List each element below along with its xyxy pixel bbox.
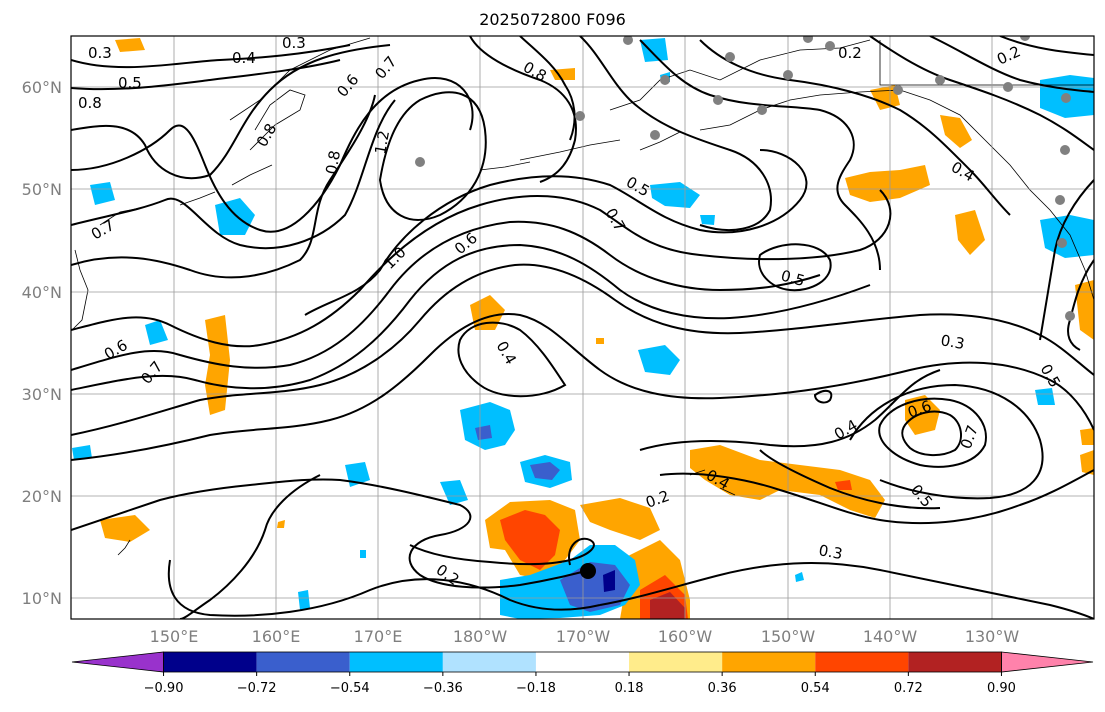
station-markers — [415, 36, 1075, 321]
lon-label: 180°W — [453, 627, 508, 646]
lon-label: 170°W — [556, 627, 611, 646]
latitude-labels: 60°N 50°N 40°N 30°N 20°N 10°N — [22, 78, 62, 608]
lat-label: 10°N — [22, 589, 62, 608]
contour-label: 0.8 — [78, 94, 102, 112]
lon-label: 130°W — [965, 627, 1020, 646]
colorbar-min-arrow — [71, 651, 164, 673]
contour-label: 0.3 — [88, 44, 112, 62]
contour-label: 0.3 — [939, 331, 966, 353]
colorbar-tick-label: 0.72 — [894, 681, 923, 696]
contour-label: 0.3 — [817, 541, 844, 563]
contour-label: 0.8 — [322, 149, 344, 176]
colorbar-segment — [629, 652, 723, 672]
colorbar-tick-label: −0.18 — [516, 681, 556, 696]
colorbar-segment — [908, 652, 1002, 672]
lon-label: 170°E — [354, 627, 403, 646]
contour-lines — [71, 36, 1094, 619]
contour-label: 0.4 — [232, 49, 256, 67]
colorbar-tick-label: −0.54 — [330, 681, 370, 696]
lat-label: 30°N — [22, 385, 62, 404]
contour-label: 0.3 — [282, 34, 306, 52]
colorbar-segments — [71, 651, 1094, 673]
colorbar-max-arrow — [1001, 651, 1094, 673]
colorbar-tick-label: −0.90 — [144, 681, 184, 696]
lat-label: 50°N — [22, 180, 62, 199]
map-title: 2025072800 F096 — [479, 10, 626, 29]
colorbar-tick-label: 0.54 — [801, 681, 830, 696]
colorbar-ticks: −0.90 −0.72 −0.54 −0.36 −0.18 0.18 0.36 0.54 0.7… — [144, 672, 1016, 696]
colorbar-segment — [722, 652, 816, 672]
longitude-labels: 150°E 160°E 170°E 180°W 170°W 160°W 150°… — [150, 627, 1020, 646]
lat-label: 60°N — [22, 78, 62, 97]
map-area: 0.3 0.3 0.4 0.5 0.6 0.7 0.8 0.8 0.2 0.2 … — [71, 34, 1094, 619]
colorbar-tick-label: 0.36 — [708, 681, 737, 696]
lon-label: 150°E — [150, 627, 199, 646]
colorbar-segment — [535, 652, 630, 672]
lat-label: 20°N — [22, 487, 62, 506]
lon-label: 140°W — [863, 627, 918, 646]
colorbar-tick-label: −0.36 — [423, 681, 463, 696]
map-frame — [70, 35, 1095, 620]
lon-label: 160°E — [252, 627, 301, 646]
colorbar-segment — [815, 652, 909, 672]
colorbar-tick-label: 0.18 — [615, 681, 644, 696]
contour-label: 1.2 — [371, 129, 393, 156]
colorbar-segment — [442, 652, 536, 672]
colorbar: −0.90 −0.72 −0.54 −0.36 −0.18 0.18 0.36 0.54 0.7… — [71, 651, 1094, 696]
lon-label: 150°W — [761, 627, 816, 646]
storm-center-marker — [580, 563, 596, 579]
colorbar-tick-label: −0.72 — [237, 681, 277, 696]
contour-label: 0.5 — [779, 266, 807, 290]
contour-label: 0.5 — [118, 74, 142, 92]
colorbar-segment — [163, 652, 257, 672]
colorbar-frame — [163, 651, 1002, 673]
lat-label: 40°N — [22, 283, 62, 302]
lon-label: 160°W — [658, 627, 713, 646]
colorbar-tick-label: 0.90 — [987, 681, 1016, 696]
contour-label: 0.2 — [838, 44, 862, 62]
colorbar-segment — [256, 652, 350, 672]
colorbar-segment — [349, 652, 443, 672]
